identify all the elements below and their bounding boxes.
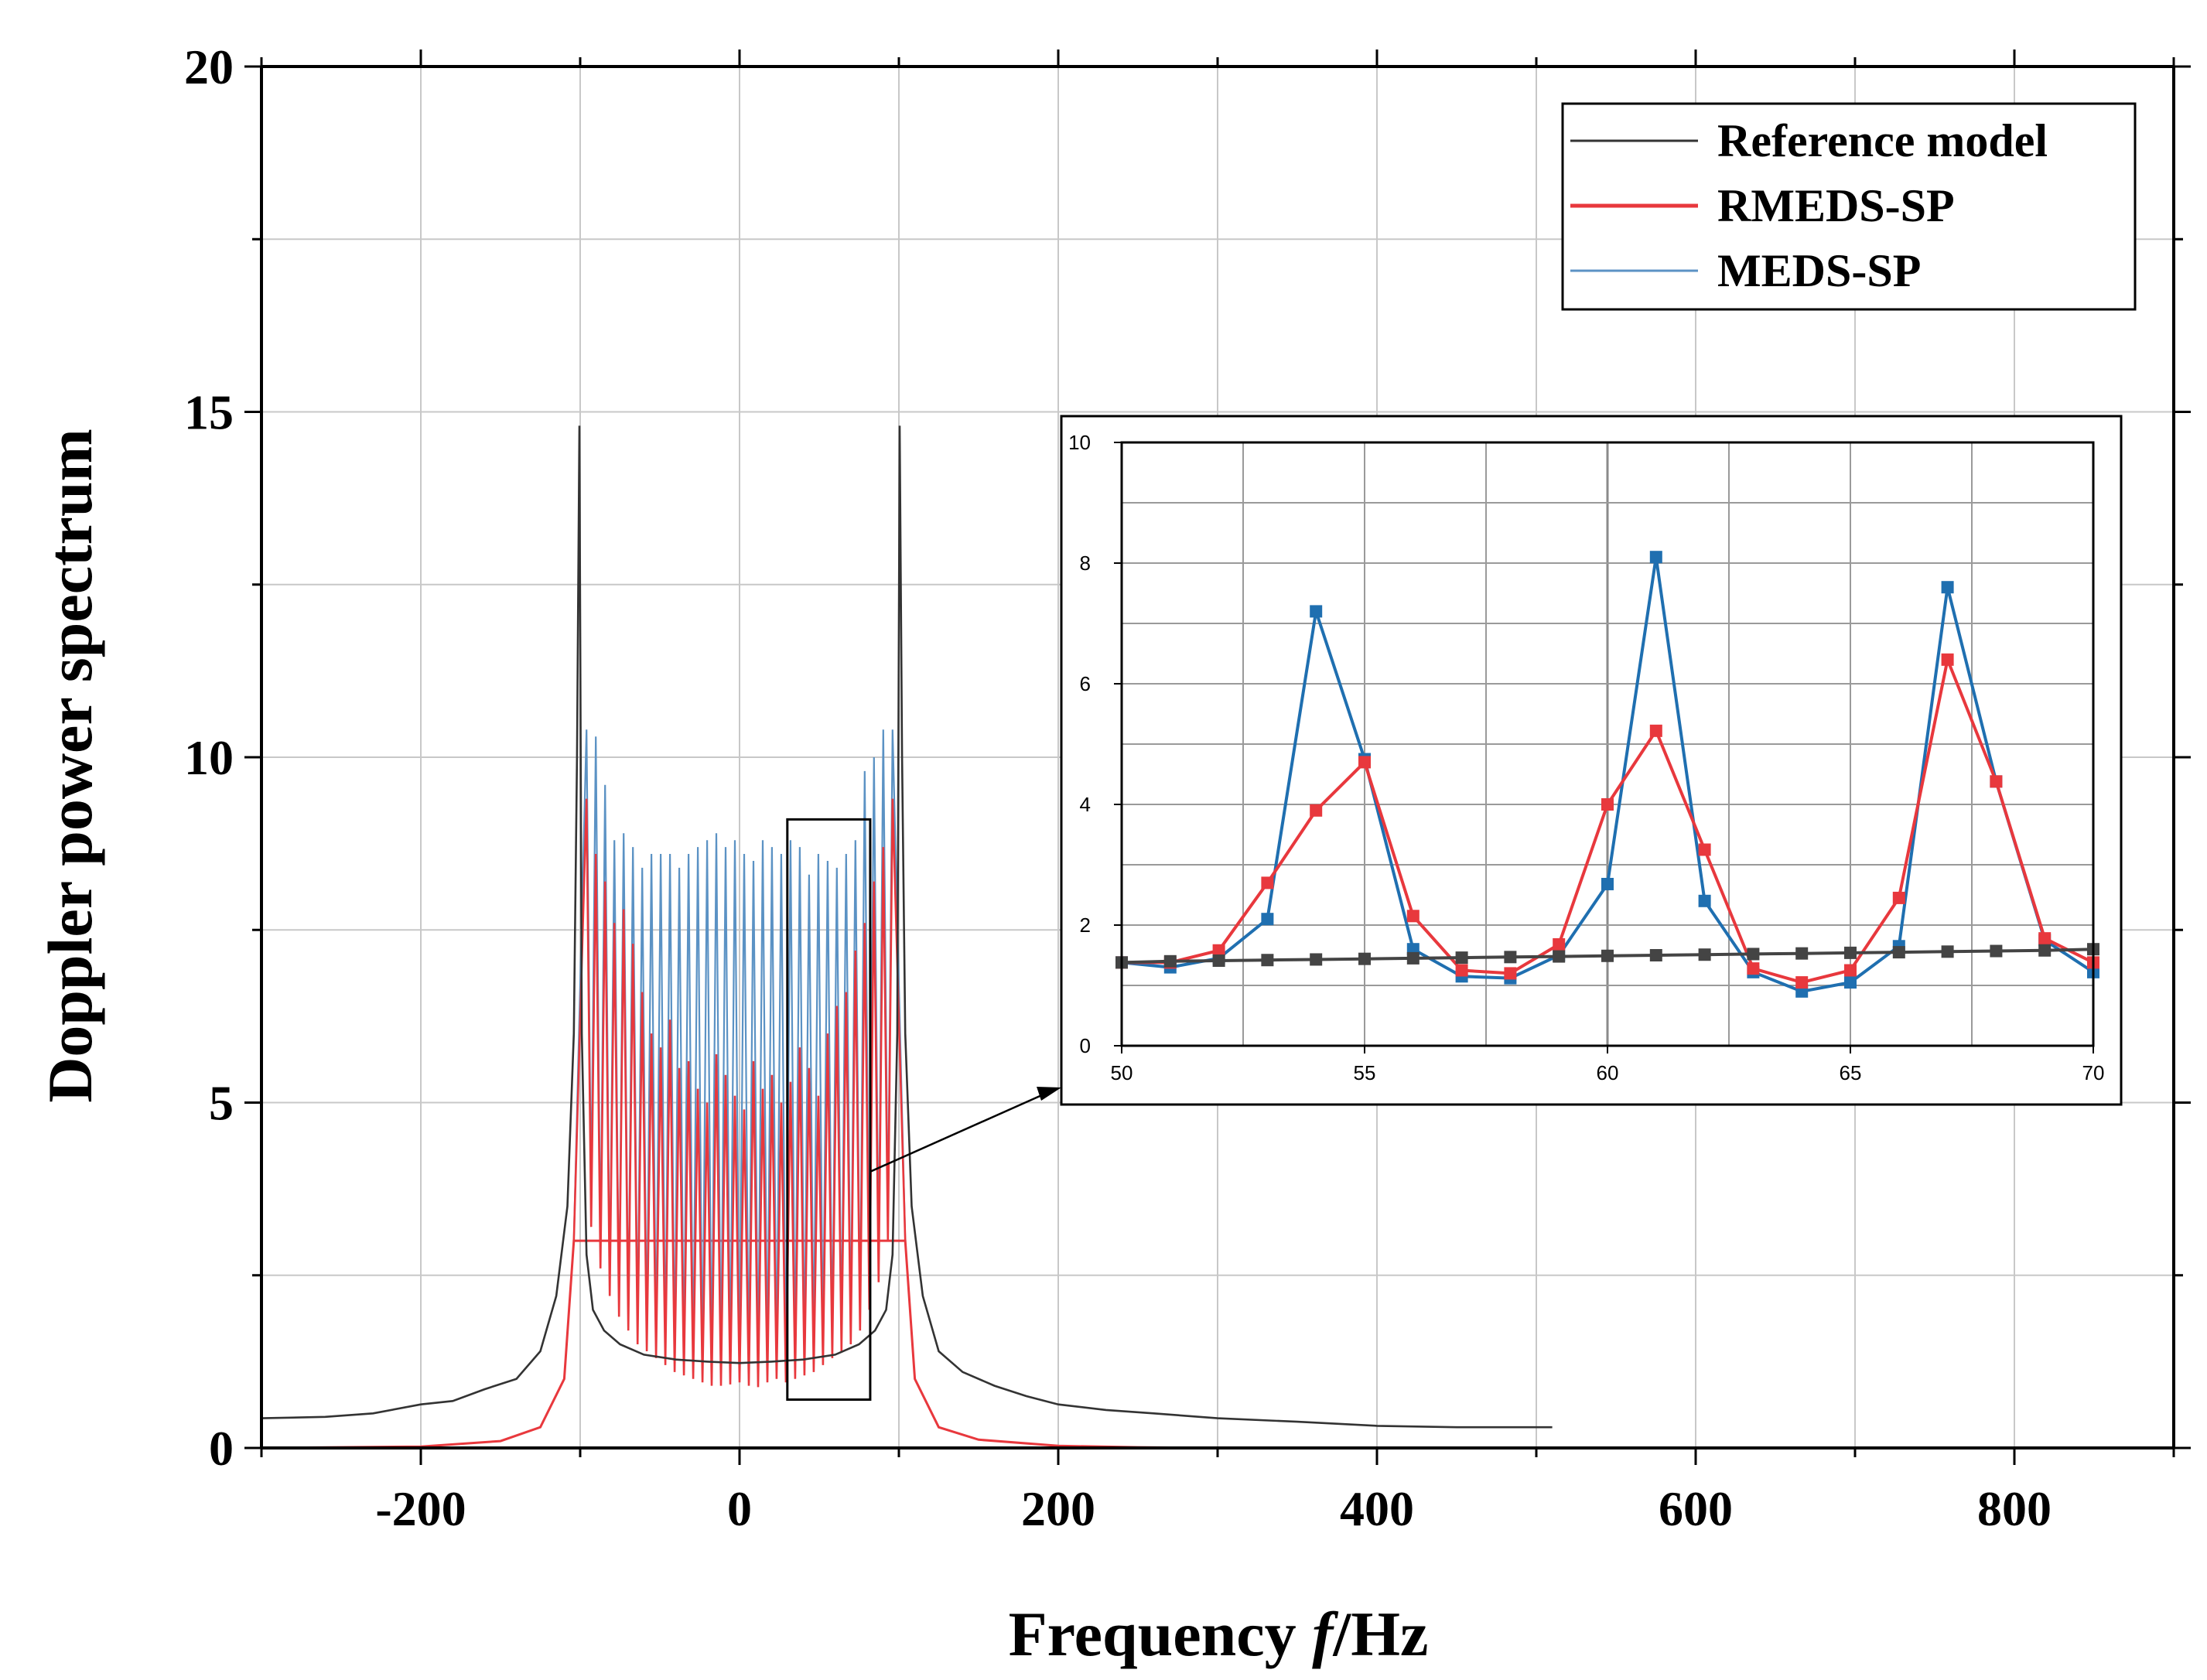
inset-marker-reference (1747, 948, 1760, 961)
legend-label-reference: Reference model (1717, 115, 2048, 166)
inset-y-tick-label: 10 (1068, 431, 1091, 454)
inset-marker-reference (1601, 949, 1614, 962)
x-axis-title-prefix: Frequency (1009, 1599, 1313, 1669)
x-tick-label: 800 (1977, 1481, 2052, 1536)
inset-marker-reference (1553, 950, 1566, 963)
inset-marker-rmeds (1504, 967, 1517, 980)
inset-marker-reference (1892, 946, 1905, 959)
inset-marker-rmeds (1455, 964, 1468, 977)
inset-marker-rmeds (1941, 653, 1954, 666)
inset-marker-meds (1601, 877, 1614, 890)
inset-tick-labels: 50 55 60 65 70 0 2 4 6 8 10 (1068, 431, 2104, 1084)
x-tick-label: 0 (727, 1481, 752, 1536)
inset-marker-rmeds (2038, 932, 2052, 945)
inset-marker-reference (1261, 954, 1274, 967)
inset-marker-meds (1698, 894, 1711, 907)
inset-marker-reference (1455, 951, 1468, 965)
inset-marker-reference (1990, 944, 2003, 958)
inset-marker-reference (1358, 952, 1371, 965)
inset-marker-rmeds (1601, 798, 1614, 811)
inset-y-tick-label: 8 (1080, 551, 1091, 575)
inset-x-tick-label: 65 (1840, 1061, 1862, 1084)
inset-marker-rmeds (1649, 724, 1662, 737)
inset-x-tick-label: 70 (2082, 1061, 2105, 1084)
series-reference-line (261, 425, 1553, 1429)
inset-x-tick-label: 60 (1597, 1061, 1619, 1084)
inset-x-tick-label: 55 (1354, 1061, 1376, 1084)
inset-marker-reference (1310, 953, 1323, 966)
y-axis-title: Doppler power spectrum (35, 429, 105, 1103)
inset-marker-meds (1310, 605, 1323, 618)
inset-marker-rmeds (1310, 804, 1323, 817)
y-tick-label: 20 (184, 39, 234, 94)
inset-marker-reference (2038, 944, 2052, 957)
inset-y-tick-label: 6 (1080, 672, 1091, 695)
inset-marker-rmeds (1795, 976, 1809, 989)
x-tick-label: 200 (1021, 1481, 1095, 1536)
inset-marker-rmeds (1261, 876, 1274, 890)
inset-marker-reference (1212, 954, 1225, 968)
inset-marker-rmeds (1892, 891, 1905, 904)
x-tick-label: 400 (1340, 1481, 1414, 1536)
y-tick-label: 5 (209, 1076, 234, 1131)
inset-marker-rmeds (1698, 843, 1711, 856)
inset-marker-reference (1795, 947, 1809, 960)
y-tick-label: 0 (209, 1421, 234, 1476)
inset-marker-reference (1649, 949, 1662, 961)
inset-y-tick-label: 2 (1080, 913, 1091, 937)
legend: Reference model RMEDS-SP MEDS-SP (1561, 102, 2137, 311)
inset-marker-rmeds (1844, 964, 1857, 977)
inset-x-tick-label: 50 (1111, 1061, 1133, 1084)
inset-marker-meds (1261, 913, 1274, 926)
inset-marker-meds (1844, 976, 1857, 989)
x-axis-title: Frequency f/Hz (1009, 1599, 1429, 1669)
inset-marker-reference (1163, 954, 1177, 968)
zoom-box (786, 818, 872, 1401)
inset-marker-reference (1698, 948, 1711, 961)
inset-marker-reference (1504, 951, 1517, 964)
x-axis-title-unit: /Hz (1332, 1599, 1428, 1669)
inset-marker-rmeds (1990, 775, 2003, 788)
inset-y-tick-label: 4 (1080, 793, 1091, 816)
inset-background (1060, 415, 2123, 1106)
inset-marker-rmeds (1553, 937, 1566, 951)
inset-marker-meds (1941, 581, 1954, 594)
inset-y-tick-label: 0 (1080, 1034, 1091, 1057)
legend-label-rmeds: RMEDS-SP (1717, 180, 1955, 231)
inset-marker-reference (1941, 945, 1954, 958)
legend-label-meds: MEDS-SP (1717, 245, 1921, 296)
inset-marker-meds (1649, 551, 1662, 564)
zoom-arrow-line (869, 1089, 1053, 1173)
inset-grid (1122, 442, 2093, 1046)
inset-marker-reference (1406, 951, 1420, 965)
x-tick-label: -200 (375, 1481, 466, 1536)
zoom-arrow-head (1037, 1087, 1061, 1101)
y-tick-label: 15 (184, 385, 234, 440)
inset-marker-rmeds (1212, 944, 1225, 957)
inset-marker-reference (1844, 946, 1857, 959)
x-tick-label: 600 (1659, 1481, 1733, 1536)
inset-marker-rmeds (1406, 910, 1420, 923)
inset-marker-rmeds (1747, 962, 1760, 975)
inset-marker-rmeds (1358, 756, 1371, 769)
zoom-indicator (786, 818, 1061, 1401)
series-rmeds-line (572, 798, 907, 1388)
inset-chart: 50 55 60 65 70 0 2 4 6 8 10 (1060, 415, 2123, 1106)
y-tick-label: 10 (184, 730, 234, 785)
inset-series (1115, 551, 2099, 998)
